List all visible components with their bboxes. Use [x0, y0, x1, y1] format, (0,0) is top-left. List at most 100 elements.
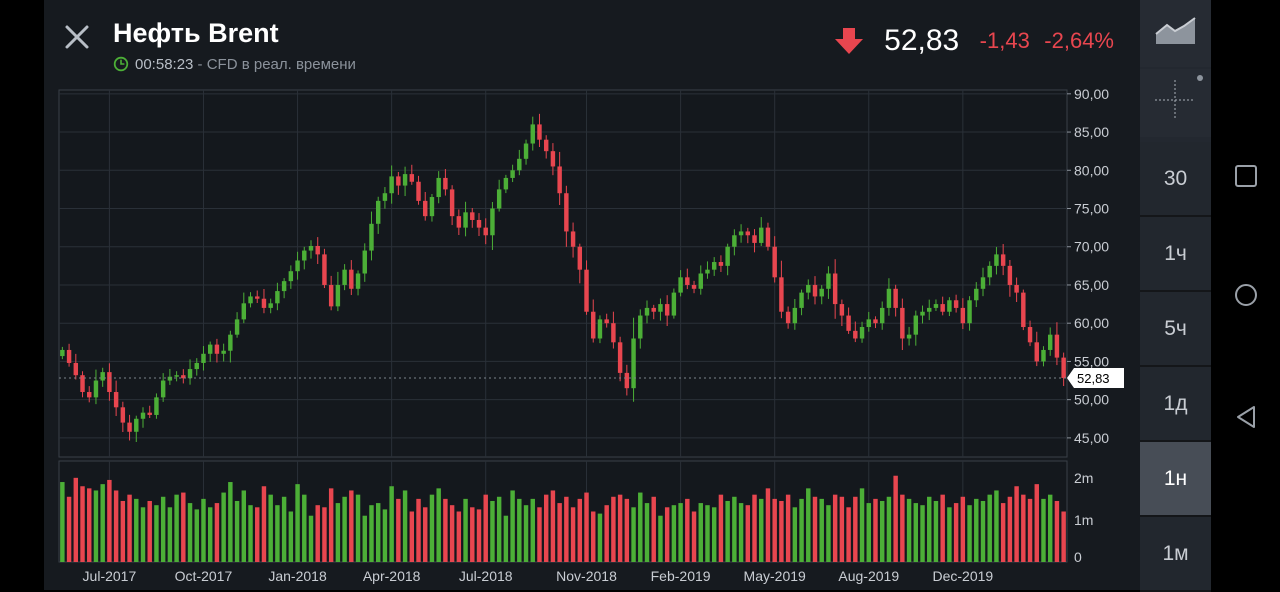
volume-bar — [685, 498, 690, 562]
volume-bar — [718, 494, 724, 562]
square-icon[interactable] — [1234, 164, 1258, 188]
close-button[interactable] — [62, 22, 92, 52]
volume-bar — [503, 515, 509, 562]
volume-bar — [429, 494, 435, 562]
time-tick-label: Aug-2019 — [838, 568, 899, 584]
candle — [174, 375, 179, 377]
volume-bar — [812, 496, 818, 562]
volume-bar — [160, 496, 166, 562]
volume-bar — [443, 498, 448, 562]
candle — [772, 246, 777, 278]
candle — [100, 372, 105, 381]
candle — [268, 303, 273, 308]
candle — [725, 246, 730, 266]
candle — [113, 392, 119, 408]
volume-bar — [543, 494, 549, 562]
volume-bar — [476, 509, 482, 562]
time-tick-label: Feb-2019 — [651, 568, 711, 584]
volume-bar — [449, 505, 455, 562]
timeframe-button-4[interactable]: 1н — [1140, 442, 1211, 517]
volume-bar — [738, 503, 744, 562]
volume-bar — [268, 494, 273, 562]
candle — [617, 342, 623, 373]
timeframe-button-1[interactable]: 1ч — [1140, 217, 1211, 292]
crosshair-icon — [1155, 75, 1203, 120]
timeframe-button-2[interactable]: 5ч — [1140, 292, 1211, 367]
volume-bar — [886, 496, 892, 562]
volume-bar — [799, 498, 804, 562]
volume-bar — [658, 515, 663, 562]
candle — [248, 296, 253, 304]
candle — [953, 300, 959, 308]
volume-bar — [228, 482, 233, 562]
volume-bar — [1007, 496, 1013, 562]
candle — [913, 315, 919, 335]
candle — [537, 124, 542, 140]
volume-bar — [510, 490, 515, 562]
candle — [879, 307, 885, 324]
timeframe-button-3[interactable]: 1д — [1140, 367, 1211, 442]
time-tick-label: Jul-2017 — [83, 568, 137, 584]
volume-bar — [879, 500, 885, 562]
volume-bar — [866, 503, 871, 562]
volume-bar — [255, 507, 260, 562]
price-tick-label: 55,00 — [1074, 353, 1109, 369]
crosshair-button[interactable] — [1140, 69, 1211, 137]
instrument-header: Нефть Brent 00:58:23 - CFD в реал. време… — [44, 0, 1140, 88]
candle — [140, 412, 146, 419]
volume-bar — [913, 503, 919, 562]
volume-bar — [994, 490, 999, 562]
candle — [87, 392, 92, 398]
candle — [127, 422, 132, 432]
candle — [134, 418, 139, 432]
clock-icon — [113, 56, 129, 72]
volume-bar — [436, 488, 441, 562]
candle — [685, 277, 690, 285]
candle — [947, 300, 952, 312]
volume-bar — [295, 484, 300, 562]
volume-tick-label: 2m — [1074, 470, 1093, 486]
volume-bar — [638, 492, 643, 562]
volume-bar — [382, 509, 388, 562]
timeframe-button-5[interactable]: 1м — [1140, 517, 1211, 592]
candle — [530, 124, 535, 144]
candle — [550, 151, 556, 167]
price-tick-label: 50,00 — [1074, 392, 1109, 408]
triangle-back-icon[interactable] — [1234, 405, 1258, 429]
candle — [443, 177, 448, 190]
candle — [275, 291, 280, 304]
candle — [261, 298, 267, 308]
candle — [987, 265, 992, 278]
volume-bar — [496, 496, 502, 562]
candle — [832, 273, 838, 305]
volume-bar — [234, 500, 240, 562]
volume-bar — [611, 496, 616, 562]
candle — [1000, 254, 1006, 266]
candle — [154, 397, 159, 415]
candle — [631, 338, 636, 389]
volume-bar — [906, 498, 912, 562]
candle — [940, 304, 945, 312]
volume-bar — [953, 503, 959, 562]
candle — [765, 227, 771, 247]
chart-type-button[interactable] — [1140, 0, 1211, 67]
volume-bar — [349, 490, 354, 562]
quote-source: - CFD в реал. времени — [193, 56, 356, 73]
candle — [564, 193, 569, 232]
volume-bar — [725, 500, 730, 562]
volume-bar — [93, 490, 99, 562]
candle — [933, 304, 939, 308]
volume-bar — [819, 498, 824, 562]
volume-bar — [281, 496, 287, 562]
candle — [221, 350, 226, 354]
volume-bar — [134, 498, 139, 562]
candle — [490, 208, 495, 236]
timeframe-button-0[interactable]: 30 — [1140, 142, 1211, 217]
candle — [597, 319, 603, 339]
circle-icon[interactable] — [1234, 283, 1258, 307]
volume-bar — [308, 515, 314, 562]
volume-bar — [1061, 511, 1066, 562]
candle — [920, 311, 925, 316]
candlestick-chart[interactable]: 90,00 85,00 80,00 75,00 70,00 65,00 60,00 55,00… — [44, 0, 1140, 590]
candle — [651, 307, 656, 312]
